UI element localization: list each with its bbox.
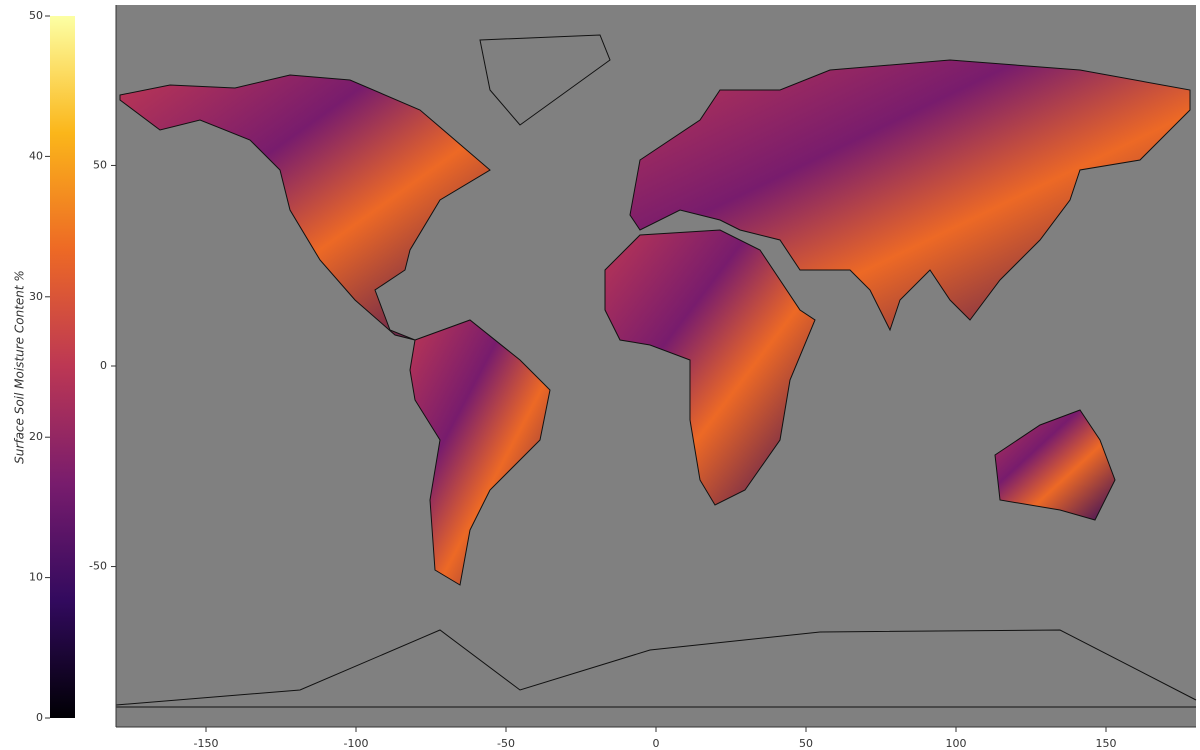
y-tick-label: 50	[93, 158, 107, 171]
africa	[604, 229, 816, 506]
x-tick-label: -150	[194, 737, 219, 750]
antarctica	[115, 629, 1197, 706]
x-tick-label: 50	[799, 737, 813, 750]
y-tick-label: 0	[100, 359, 107, 372]
greenland	[479, 34, 611, 126]
colorbar-tick-label: 40	[29, 149, 43, 162]
x-tick-label: -50	[497, 737, 515, 750]
colorbar-label: Surface Soil Moisture Content %	[13, 270, 27, 464]
south-america	[409, 319, 551, 586]
x-tick-label: 100	[946, 737, 967, 750]
colorbar-tick-label: 30	[29, 290, 43, 303]
x-tick-label: -100	[344, 737, 369, 750]
eurasia	[629, 59, 1191, 332]
colorbar-tick-label: 10	[29, 571, 43, 584]
colorbar-tick-label: 50	[29, 9, 43, 22]
landmasses	[115, 34, 1197, 708]
x-tick-label: 0	[653, 737, 660, 750]
north-america	[119, 74, 491, 341]
y-tick-label: -50	[89, 560, 107, 573]
australia	[994, 409, 1116, 521]
colorbar	[50, 16, 75, 718]
colorbar-tick-label: 0	[36, 711, 43, 724]
colorbar-tick-label: 20	[29, 430, 43, 443]
x-tick-label: 150	[1096, 737, 1117, 750]
